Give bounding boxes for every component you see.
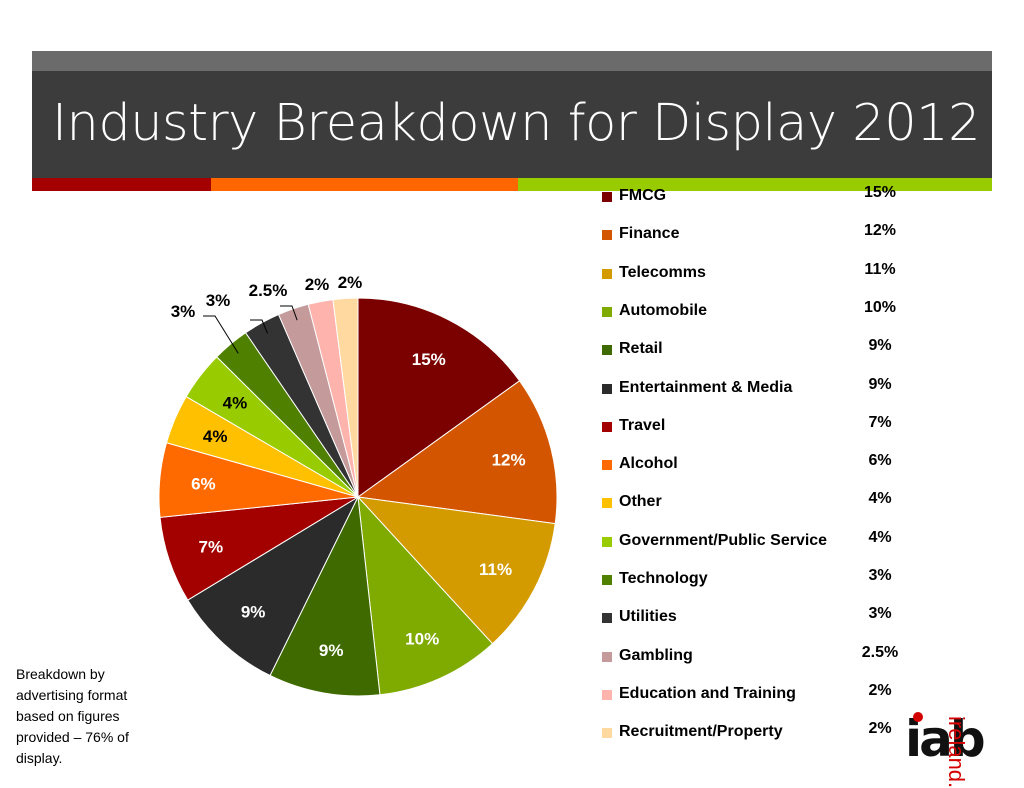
legend-value: 9%	[868, 375, 892, 393]
legend-value: 7%	[868, 413, 892, 431]
legend-value: 15%	[863, 184, 897, 201]
legend-value: 3%	[868, 567, 892, 584]
legend-swatch	[602, 613, 612, 624]
legend-label: Telecomms	[619, 263, 706, 281]
legend-item: Finance 12%	[602, 222, 902, 244]
legend-item: Entertainment & Media 9%	[602, 376, 902, 398]
pie-data-label: 9%	[241, 602, 266, 621]
legend-item: Education and Training 2%	[602, 682, 902, 704]
title-bar	[32, 71, 992, 178]
pie-slice-14	[332, 297, 359, 498]
legend-value: 3%	[868, 605, 892, 623]
legend-value: 12%	[863, 222, 897, 240]
pie-data-label: 9%	[319, 641, 344, 660]
legend-item: FMCG 15%	[602, 184, 902, 206]
legend-item: Travel 7%	[602, 414, 902, 436]
legend-swatch	[602, 536, 612, 547]
iab-ireland-logo: iab ireland.	[905, 676, 1015, 788]
legend-swatch	[602, 421, 612, 432]
legend-label: FMCG	[619, 187, 667, 204]
pie-data-label: 2%	[338, 273, 363, 292]
pie-slice-1	[356, 380, 558, 525]
pie-data-label: 3%	[206, 291, 231, 310]
legend-label: Utilities	[619, 608, 677, 626]
pie-data-label: 15%	[412, 350, 446, 369]
legend-swatch	[602, 498, 612, 509]
pie-data-label: 2.5%	[249, 281, 288, 300]
legend-value: 10%	[863, 298, 897, 316]
legend-item: Government/Public Service 4%	[602, 529, 902, 551]
legend-swatch	[602, 230, 612, 241]
legend-item: Gambling 2.5%	[602, 644, 902, 666]
legend-swatch	[602, 575, 612, 585]
accent-bar-green	[518, 178, 992, 191]
logo-dot	[913, 712, 923, 722]
pie-data-label: 4%	[223, 393, 248, 412]
pie-slice-3	[357, 495, 494, 696]
legend-swatch	[602, 651, 612, 662]
pie-data-label: 7%	[199, 537, 224, 556]
legend-value: 11%	[864, 260, 896, 278]
legend-swatch	[602, 383, 612, 394]
legend-label: Finance	[619, 225, 680, 243]
legend-label: Education and Training	[619, 684, 796, 702]
slide-title: Industry Breakdown for Display 2012	[52, 94, 981, 153]
pie-data-label: 12%	[492, 450, 526, 469]
legend-label: Technology	[619, 570, 708, 587]
pie-leader-line	[250, 319, 268, 334]
accent-bar-orange	[211, 178, 518, 191]
legend-swatch	[602, 268, 612, 279]
legend-swatch	[602, 192, 612, 202]
legend-label: Other	[619, 493, 662, 511]
legend-item: Alcohol 6%	[602, 452, 902, 474]
pie-data-label: 10%	[405, 629, 439, 648]
legend-value: 9%	[868, 337, 892, 355]
legend-label: Alcohol	[619, 455, 678, 473]
legend-label: Automobile	[619, 301, 707, 319]
legend-item: Telecomms 11%	[602, 261, 902, 283]
legend-label: Gambling	[619, 646, 693, 664]
pie-slice-5	[187, 495, 360, 677]
pie-chart: 15% 12% 11% 10% 9% 9% 7% 6% 4% 4% 3% 3% 2.5% 2% 2%	[158, 273, 558, 697]
title-top-strip	[32, 51, 992, 71]
pie-leader-line	[280, 305, 298, 321]
legend-item: Technology 3%	[602, 567, 902, 589]
legend-label: Recruitment/Property	[619, 723, 783, 741]
legend-label: Government/Public Service	[619, 531, 828, 549]
legend-item: Automobile 10%	[602, 299, 902, 321]
legend-item: Retail 9%	[602, 337, 902, 359]
legend-value: 4%	[868, 528, 892, 546]
legend-value: 6%	[868, 452, 892, 470]
legend-label: Travel	[619, 416, 666, 434]
legend-swatch	[602, 460, 612, 471]
logo-text-ireland: ireland.	[944, 716, 969, 788]
logo-text-iab: iab	[905, 710, 986, 768]
pie-data-label: 4%	[203, 427, 228, 446]
legend-label: Retail	[619, 340, 663, 358]
legend-value: 4%	[868, 490, 892, 508]
legend-value: 2%	[868, 681, 892, 699]
legend-swatch	[602, 345, 612, 356]
pie-data-label: 2%	[305, 275, 330, 294]
legend-item: Other 4%	[602, 490, 902, 512]
legend-swatch	[602, 728, 612, 739]
accent-bar-red	[32, 178, 211, 191]
pie-data-label: 11%	[479, 560, 512, 579]
legend-item: Recruitment/Property 2%	[602, 720, 902, 742]
footnote: Breakdown by advertising format based on…	[16, 666, 129, 766]
legend-value: 2.5%	[861, 643, 899, 661]
pie-slice-0	[357, 297, 521, 498]
pie-data-label: 3%	[171, 302, 196, 321]
pie-data-label: 6%	[191, 475, 216, 494]
legend-label: Entertainment & Media	[619, 378, 793, 396]
pie-slice-2	[356, 496, 556, 645]
legend-swatch	[602, 689, 612, 700]
pie-leader-line	[203, 315, 239, 354]
legend-item: Utilities 3%	[602, 605, 902, 627]
pie-slice-4	[269, 495, 381, 697]
legend-value: 2%	[868, 720, 892, 738]
legend-swatch	[602, 306, 612, 317]
